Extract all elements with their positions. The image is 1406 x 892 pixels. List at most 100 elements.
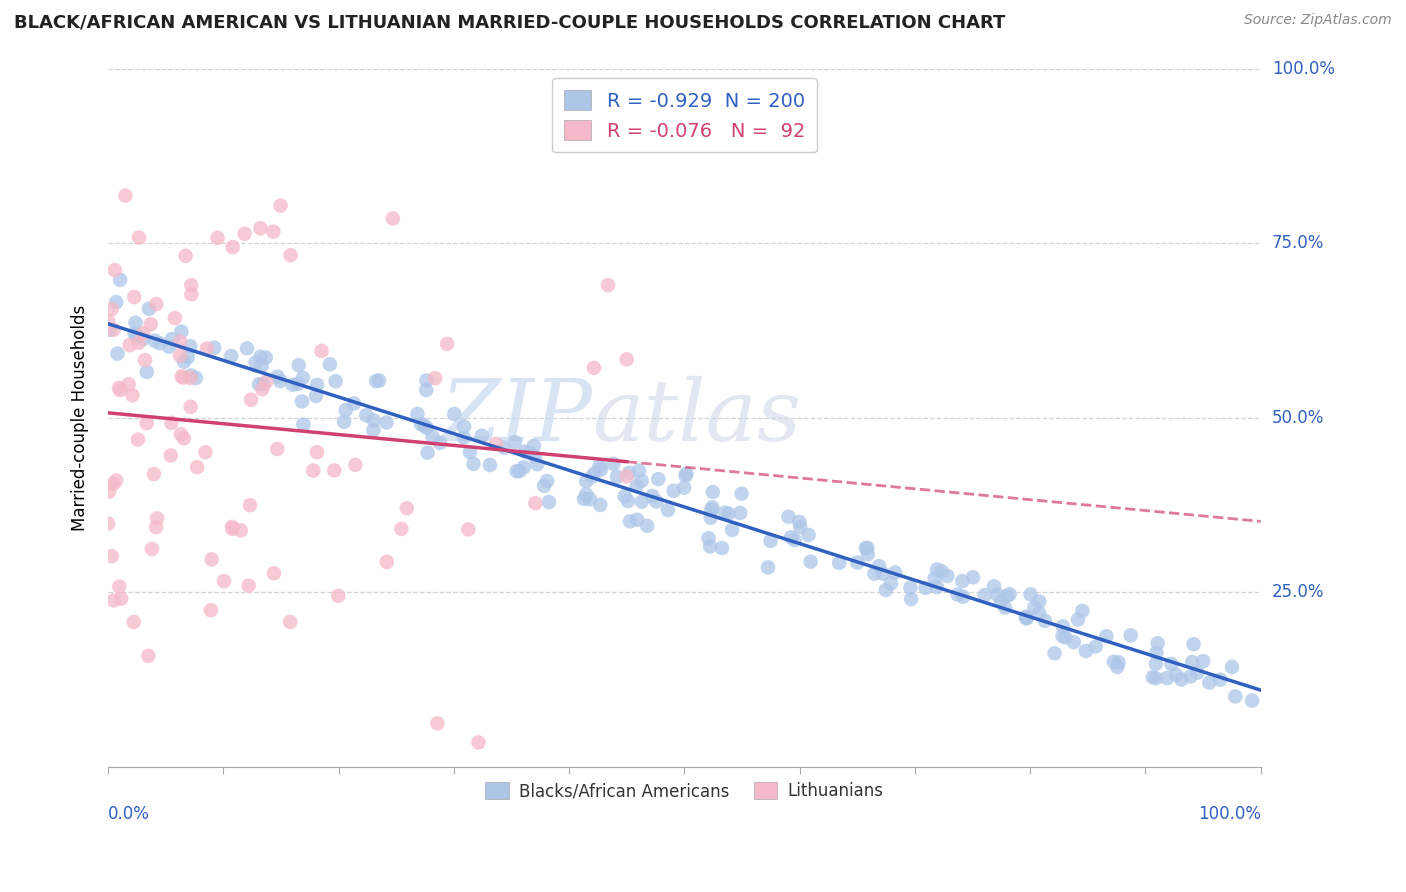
Point [717,507,740,521]
Point [180,287,202,301]
Point [229,524,252,538]
Text: BLACK/AFRICAN AMERICAN VS LITHUANIAN MARRIED-COUPLE HOUSEHOLDS CORRELATION CHART: BLACK/AFRICAN AMERICAN VS LITHUANIAN MAR… [14,13,1005,31]
Point [270,198,292,212]
Point [519,446,541,460]
Point [238,579,260,593]
Point [463,457,485,471]
Point [319,357,342,371]
Point [366,374,388,388]
Point [1146,646,1168,660]
Point [998,587,1021,601]
Point [180,278,202,293]
Point [572,491,595,506]
Point [458,445,481,459]
Point [588,458,610,473]
Point [986,588,1008,602]
Point [395,501,418,516]
Point [453,430,475,444]
Point [1054,630,1077,644]
Point [1052,629,1074,643]
Point [169,334,191,349]
Point [485,437,508,451]
Point [172,370,194,384]
Point [100,301,122,316]
Point [728,506,751,520]
Point [233,227,256,241]
Point [163,311,186,326]
Point [344,458,367,472]
Point [287,358,309,372]
Point [305,389,328,403]
Point [673,481,696,495]
Point [537,495,560,509]
Point [389,522,412,536]
Point [645,494,668,508]
Point [415,383,437,397]
Point [1015,611,1038,625]
Point [1095,629,1118,643]
Point [149,336,172,351]
Point [97,314,120,328]
Point [1033,614,1056,628]
Y-axis label: Married-couple Households: Married-couple Households [72,304,89,531]
Point [323,463,346,477]
Point [995,589,1018,603]
Point [630,494,652,508]
Point [124,326,146,341]
Point [252,382,274,396]
Point [1146,636,1168,650]
Point [302,463,325,477]
Point [335,403,357,417]
Point [505,464,527,478]
Point [423,371,446,385]
Point [363,413,385,427]
Point [170,369,193,384]
Point [880,576,903,591]
Point [1182,637,1205,651]
Point [875,582,897,597]
Point [973,588,995,602]
Point [1071,604,1094,618]
Point [108,381,131,395]
Point [797,528,820,542]
Point [107,347,129,361]
Point [702,485,724,500]
Point [292,417,315,432]
Point [117,377,139,392]
Point [575,474,598,488]
Point [252,377,274,392]
Text: Source: ZipAtlas.com: Source: ZipAtlas.com [1244,13,1392,28]
Text: 25.0%: 25.0% [1272,583,1324,601]
Point [125,328,148,343]
Point [343,396,366,410]
Point [800,555,823,569]
Point [626,479,648,493]
Point [1187,665,1209,680]
Text: ZIP: ZIP [440,376,592,458]
Point [426,716,449,731]
Point [305,445,328,459]
Point [160,332,183,346]
Point [872,566,894,581]
Point [699,510,721,524]
Point [697,531,720,545]
Point [990,595,1012,609]
Point [699,540,721,554]
Point [536,474,558,488]
Point [200,603,222,617]
Point [513,444,536,458]
Point [1063,635,1085,649]
Point [269,374,291,388]
Point [946,588,969,602]
Point [626,513,648,527]
Point [159,449,181,463]
Point [1084,640,1107,654]
Point [1028,606,1050,620]
Point [1220,660,1243,674]
Point [931,565,953,579]
Point [868,559,890,574]
Point [141,541,163,556]
Point [1028,594,1050,608]
Point [132,326,155,340]
Point [1144,657,1167,671]
